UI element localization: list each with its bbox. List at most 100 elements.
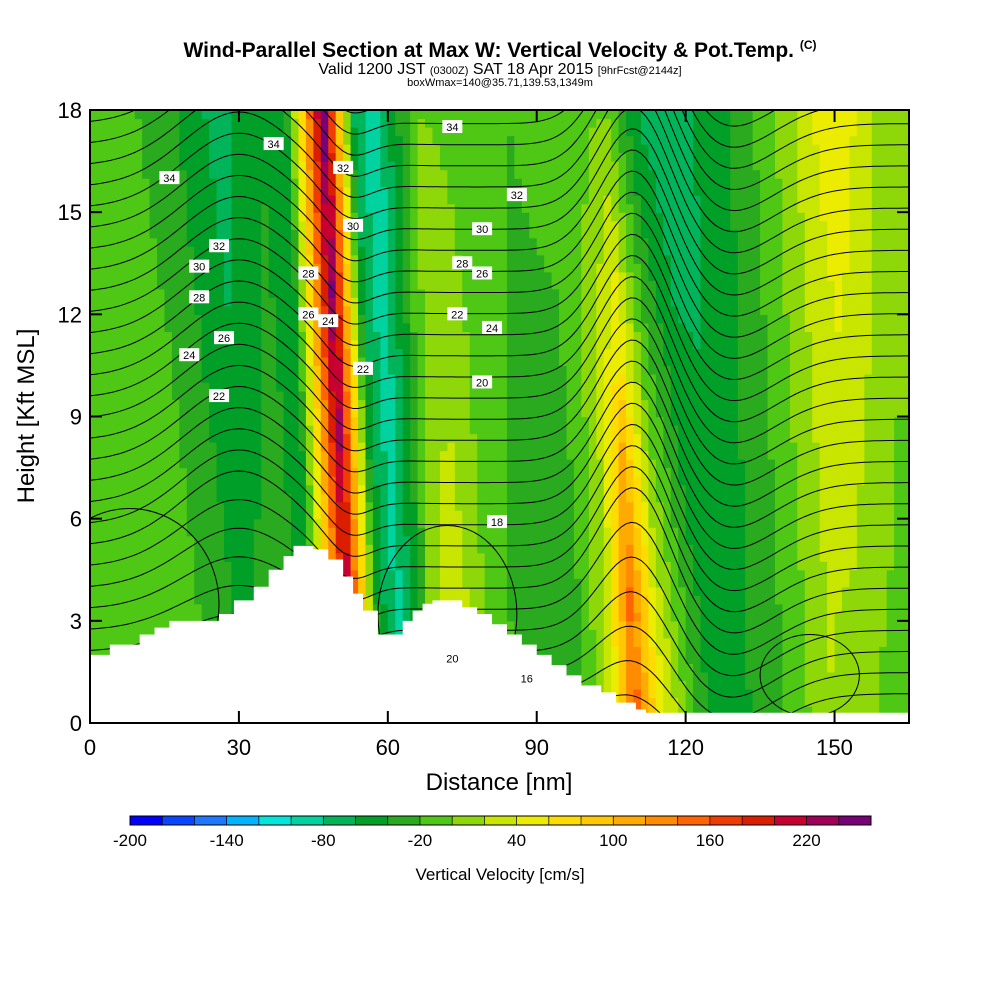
w-cell — [454, 110, 463, 120]
w-cell — [328, 425, 337, 435]
w-cell — [358, 569, 367, 579]
w-cell — [536, 637, 545, 647]
w-cell — [112, 433, 121, 443]
w-cell — [201, 501, 210, 511]
w-cell — [447, 331, 456, 341]
w-cell — [499, 407, 508, 418]
w-cell — [506, 569, 515, 579]
w-cell — [425, 416, 434, 426]
w-cell — [268, 118, 277, 128]
w-cell — [142, 544, 151, 554]
w-cell — [372, 450, 381, 460]
w-cell — [276, 288, 285, 298]
w-cell — [253, 442, 262, 452]
w-cell — [573, 186, 582, 196]
w-cell — [544, 186, 553, 196]
w-cell — [283, 305, 292, 315]
w-cell — [484, 169, 493, 179]
w-cell — [231, 314, 240, 324]
w-cell — [581, 135, 590, 145]
w-cell — [276, 518, 285, 528]
w-cell — [395, 169, 404, 179]
w-cell — [536, 305, 545, 315]
w-cell — [179, 603, 188, 613]
w-cell — [97, 237, 106, 247]
w-cell — [238, 416, 247, 426]
w-cell — [291, 110, 300, 120]
w-cell — [194, 118, 203, 128]
w-cell — [291, 263, 300, 273]
w-cell — [588, 118, 597, 128]
w-cell — [410, 527, 419, 537]
w-cell — [231, 373, 240, 384]
w-cell — [380, 348, 389, 358]
w-cell — [551, 595, 560, 605]
w-cell — [447, 229, 456, 239]
w-cell — [387, 161, 396, 171]
w-cell — [313, 407, 322, 418]
w-cell — [224, 263, 233, 273]
w-cell — [231, 501, 240, 511]
w-cell — [209, 186, 218, 196]
w-cell — [454, 220, 463, 230]
w-cell — [529, 442, 538, 452]
w-cell — [521, 305, 530, 315]
w-cell — [350, 186, 359, 196]
w-cell — [551, 603, 560, 613]
w-cell — [454, 586, 463, 596]
w-cell — [209, 612, 218, 622]
w-cell — [372, 578, 381, 588]
w-cell — [134, 169, 143, 179]
w-cell — [343, 552, 352, 562]
w-cell — [492, 535, 501, 545]
w-cell — [477, 390, 486, 401]
w-cell — [588, 144, 597, 154]
w-cell — [179, 552, 188, 562]
w-cell — [544, 110, 553, 120]
w-cell — [484, 254, 493, 264]
w-cell — [283, 229, 292, 239]
w-cell — [544, 527, 553, 537]
w-cell — [142, 305, 151, 315]
w-cell — [358, 135, 367, 145]
w-cell — [402, 305, 411, 315]
w-cell — [261, 484, 270, 494]
w-cell — [417, 212, 426, 222]
w-cell — [462, 399, 471, 409]
w-cell — [298, 510, 307, 520]
w-cell — [596, 220, 605, 230]
w-cell — [566, 178, 575, 188]
w-cell — [157, 220, 166, 230]
w-cell — [268, 552, 277, 562]
w-cell — [194, 220, 203, 230]
w-cell — [387, 603, 396, 613]
w-cell — [432, 561, 441, 571]
w-cell — [179, 365, 188, 375]
w-cell — [521, 127, 530, 137]
w-cell — [573, 271, 582, 281]
w-cell — [238, 527, 247, 537]
w-cell — [238, 254, 247, 264]
w-cell — [462, 535, 471, 545]
w-cell — [521, 169, 530, 179]
w-cell — [335, 527, 344, 537]
w-cell — [439, 195, 448, 205]
w-cell — [588, 467, 597, 477]
w-cell — [529, 161, 538, 171]
w-cell — [343, 331, 352, 341]
w-cell — [350, 246, 359, 256]
w-cell — [499, 186, 508, 196]
w-cell — [320, 195, 329, 205]
w-cell — [119, 161, 128, 171]
w-cell — [179, 518, 188, 528]
w-cell — [149, 425, 158, 435]
w-cell — [142, 186, 151, 196]
w-cell — [142, 237, 151, 247]
w-cell — [559, 152, 568, 162]
w-cell — [134, 493, 143, 503]
w-cell — [224, 288, 233, 298]
w-cell — [551, 493, 560, 503]
w-cell — [469, 459, 478, 469]
w-cell — [544, 433, 553, 443]
w-cell — [529, 118, 538, 128]
